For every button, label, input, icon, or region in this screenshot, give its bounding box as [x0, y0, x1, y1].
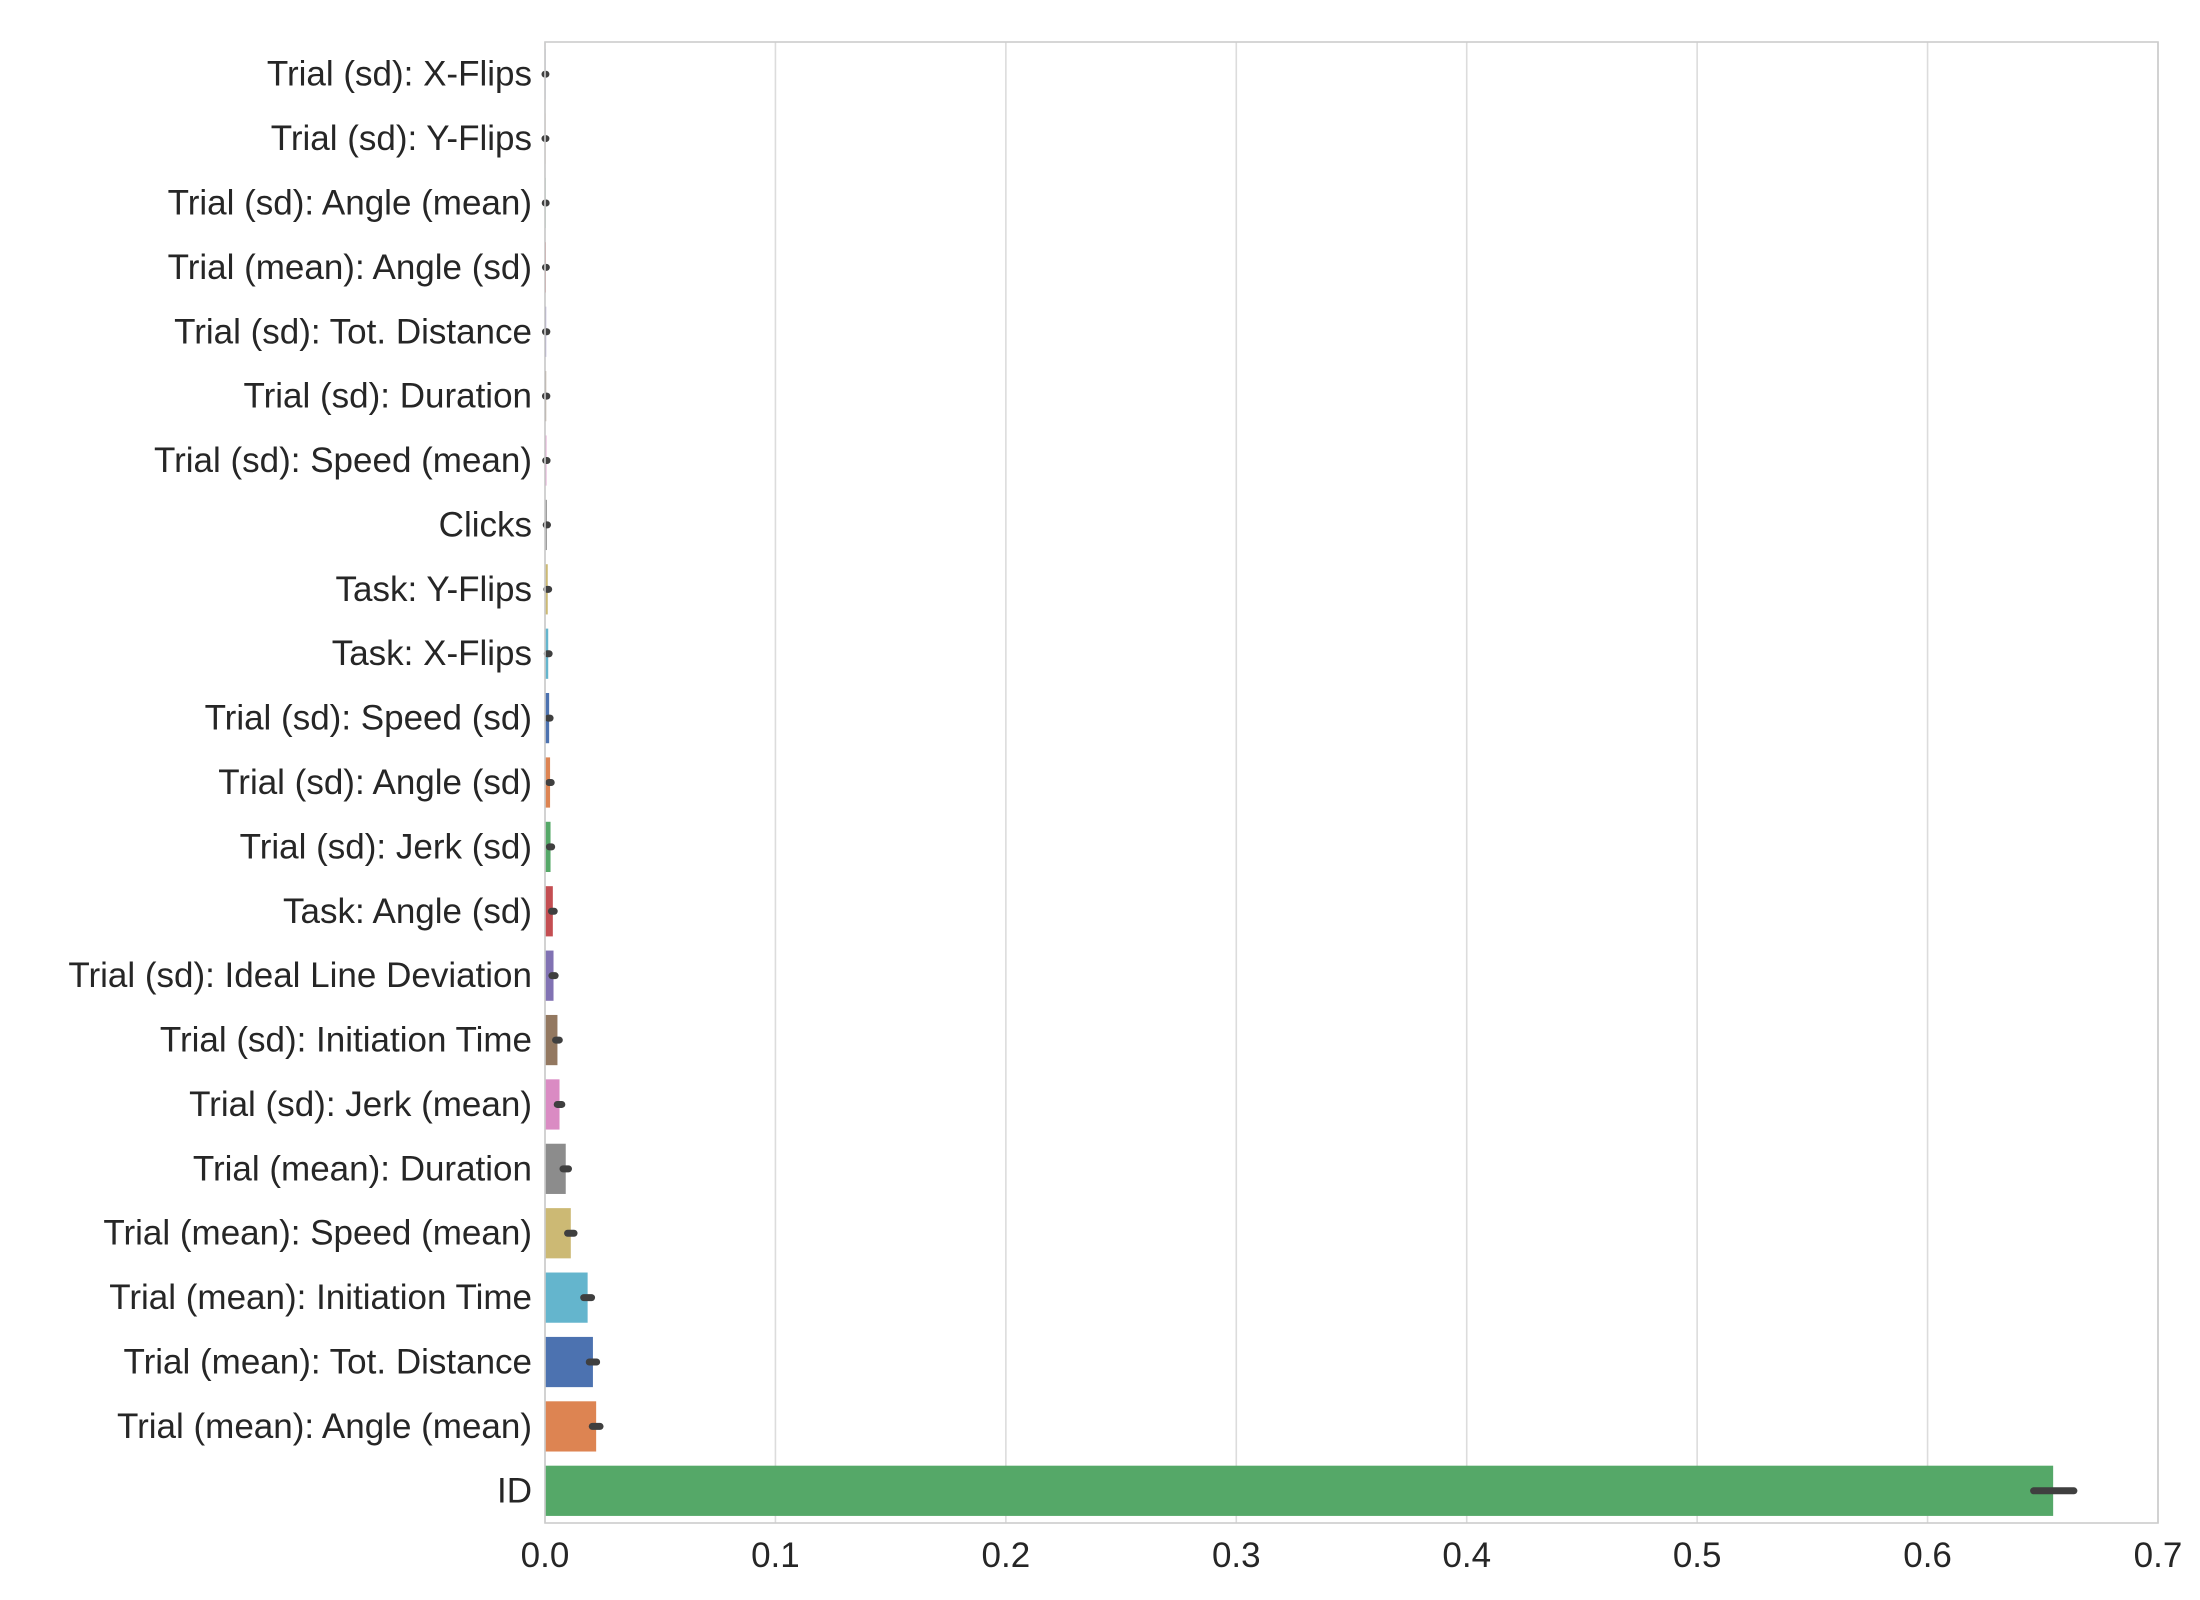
- category-label-13: Task: Angle (sd): [283, 892, 532, 931]
- category-label-20: Trial (mean): Tot. Distance: [124, 1343, 532, 1382]
- category-label-2: Trial (sd): Angle (mean): [168, 183, 532, 222]
- plot-frame: [544, 41, 2159, 1524]
- bar-22: [545, 1465, 2054, 1516]
- category-label-3: Trial (mean): Angle (sd): [168, 248, 532, 287]
- x-tick-label-0: 0.0: [521, 1536, 570, 1575]
- grid-layer: [544, 42, 2159, 1523]
- category-label-11: Trial (sd): Angle (sd): [218, 763, 532, 802]
- category-label-5: Trial (sd): Duration: [244, 377, 533, 416]
- bar-layer: [545, 49, 2054, 1516]
- category-label-9: Task: X-Flips: [332, 634, 532, 673]
- category-label-18: Trial (mean): Speed (mean): [103, 1214, 532, 1253]
- category-label-12: Trial (sd): Jerk (sd): [240, 827, 532, 866]
- axes-frame: [544, 41, 2159, 1524]
- x-tick-label-1: 0.1: [751, 1536, 800, 1575]
- category-label-10: Trial (sd): Speed (sd): [205, 699, 532, 738]
- category-label-7: Clicks: [439, 505, 532, 544]
- x-tick-labels: 0.0 0.1 0.2 0.3 0.4 0.5 0.6 0.7: [521, 1536, 2183, 1575]
- x-tick-label-2: 0.2: [982, 1536, 1031, 1575]
- x-tick-label-3: 0.3: [1212, 1536, 1261, 1575]
- category-label-1: Trial (sd): Y-Flips: [271, 119, 532, 158]
- category-label-14: Trial (sd): Ideal Line Deviation: [68, 956, 532, 995]
- category-label-0: Trial (sd): X-Flips: [267, 55, 532, 94]
- bar-21: [545, 1401, 597, 1452]
- category-label-4: Trial (sd): Tot. Distance: [174, 312, 532, 351]
- x-tick-label-4: 0.4: [1442, 1536, 1491, 1575]
- category-label-16: Trial (sd): Jerk (mean): [189, 1085, 532, 1124]
- category-labels: Trial (sd): X-Flips Trial (sd): Y-Flips Tr…: [68, 55, 532, 1511]
- category-label-22: ID: [497, 1471, 532, 1510]
- bar-17: [545, 1143, 566, 1194]
- bar-20: [545, 1336, 593, 1388]
- category-label-17: Trial (mean): Duration: [193, 1149, 532, 1188]
- bar-15: [545, 1014, 558, 1066]
- category-label-15: Trial (sd): Initiation Time: [160, 1021, 532, 1060]
- x-tick-label-6: 0.6: [1903, 1536, 1952, 1575]
- category-label-8: Task: Y-Flips: [336, 570, 532, 609]
- category-label-21: Trial (mean): Angle (mean): [117, 1407, 532, 1446]
- category-label-6: Trial (sd): Speed (mean): [154, 441, 532, 480]
- bar-16: [545, 1079, 560, 1130]
- x-tick-label-5: 0.5: [1673, 1536, 1722, 1575]
- x-tick-label-7: 0.7: [2134, 1536, 2183, 1575]
- error-bar-layer: [541, 70, 2078, 1495]
- category-label-19: Trial (mean): Initiation Time: [109, 1278, 532, 1317]
